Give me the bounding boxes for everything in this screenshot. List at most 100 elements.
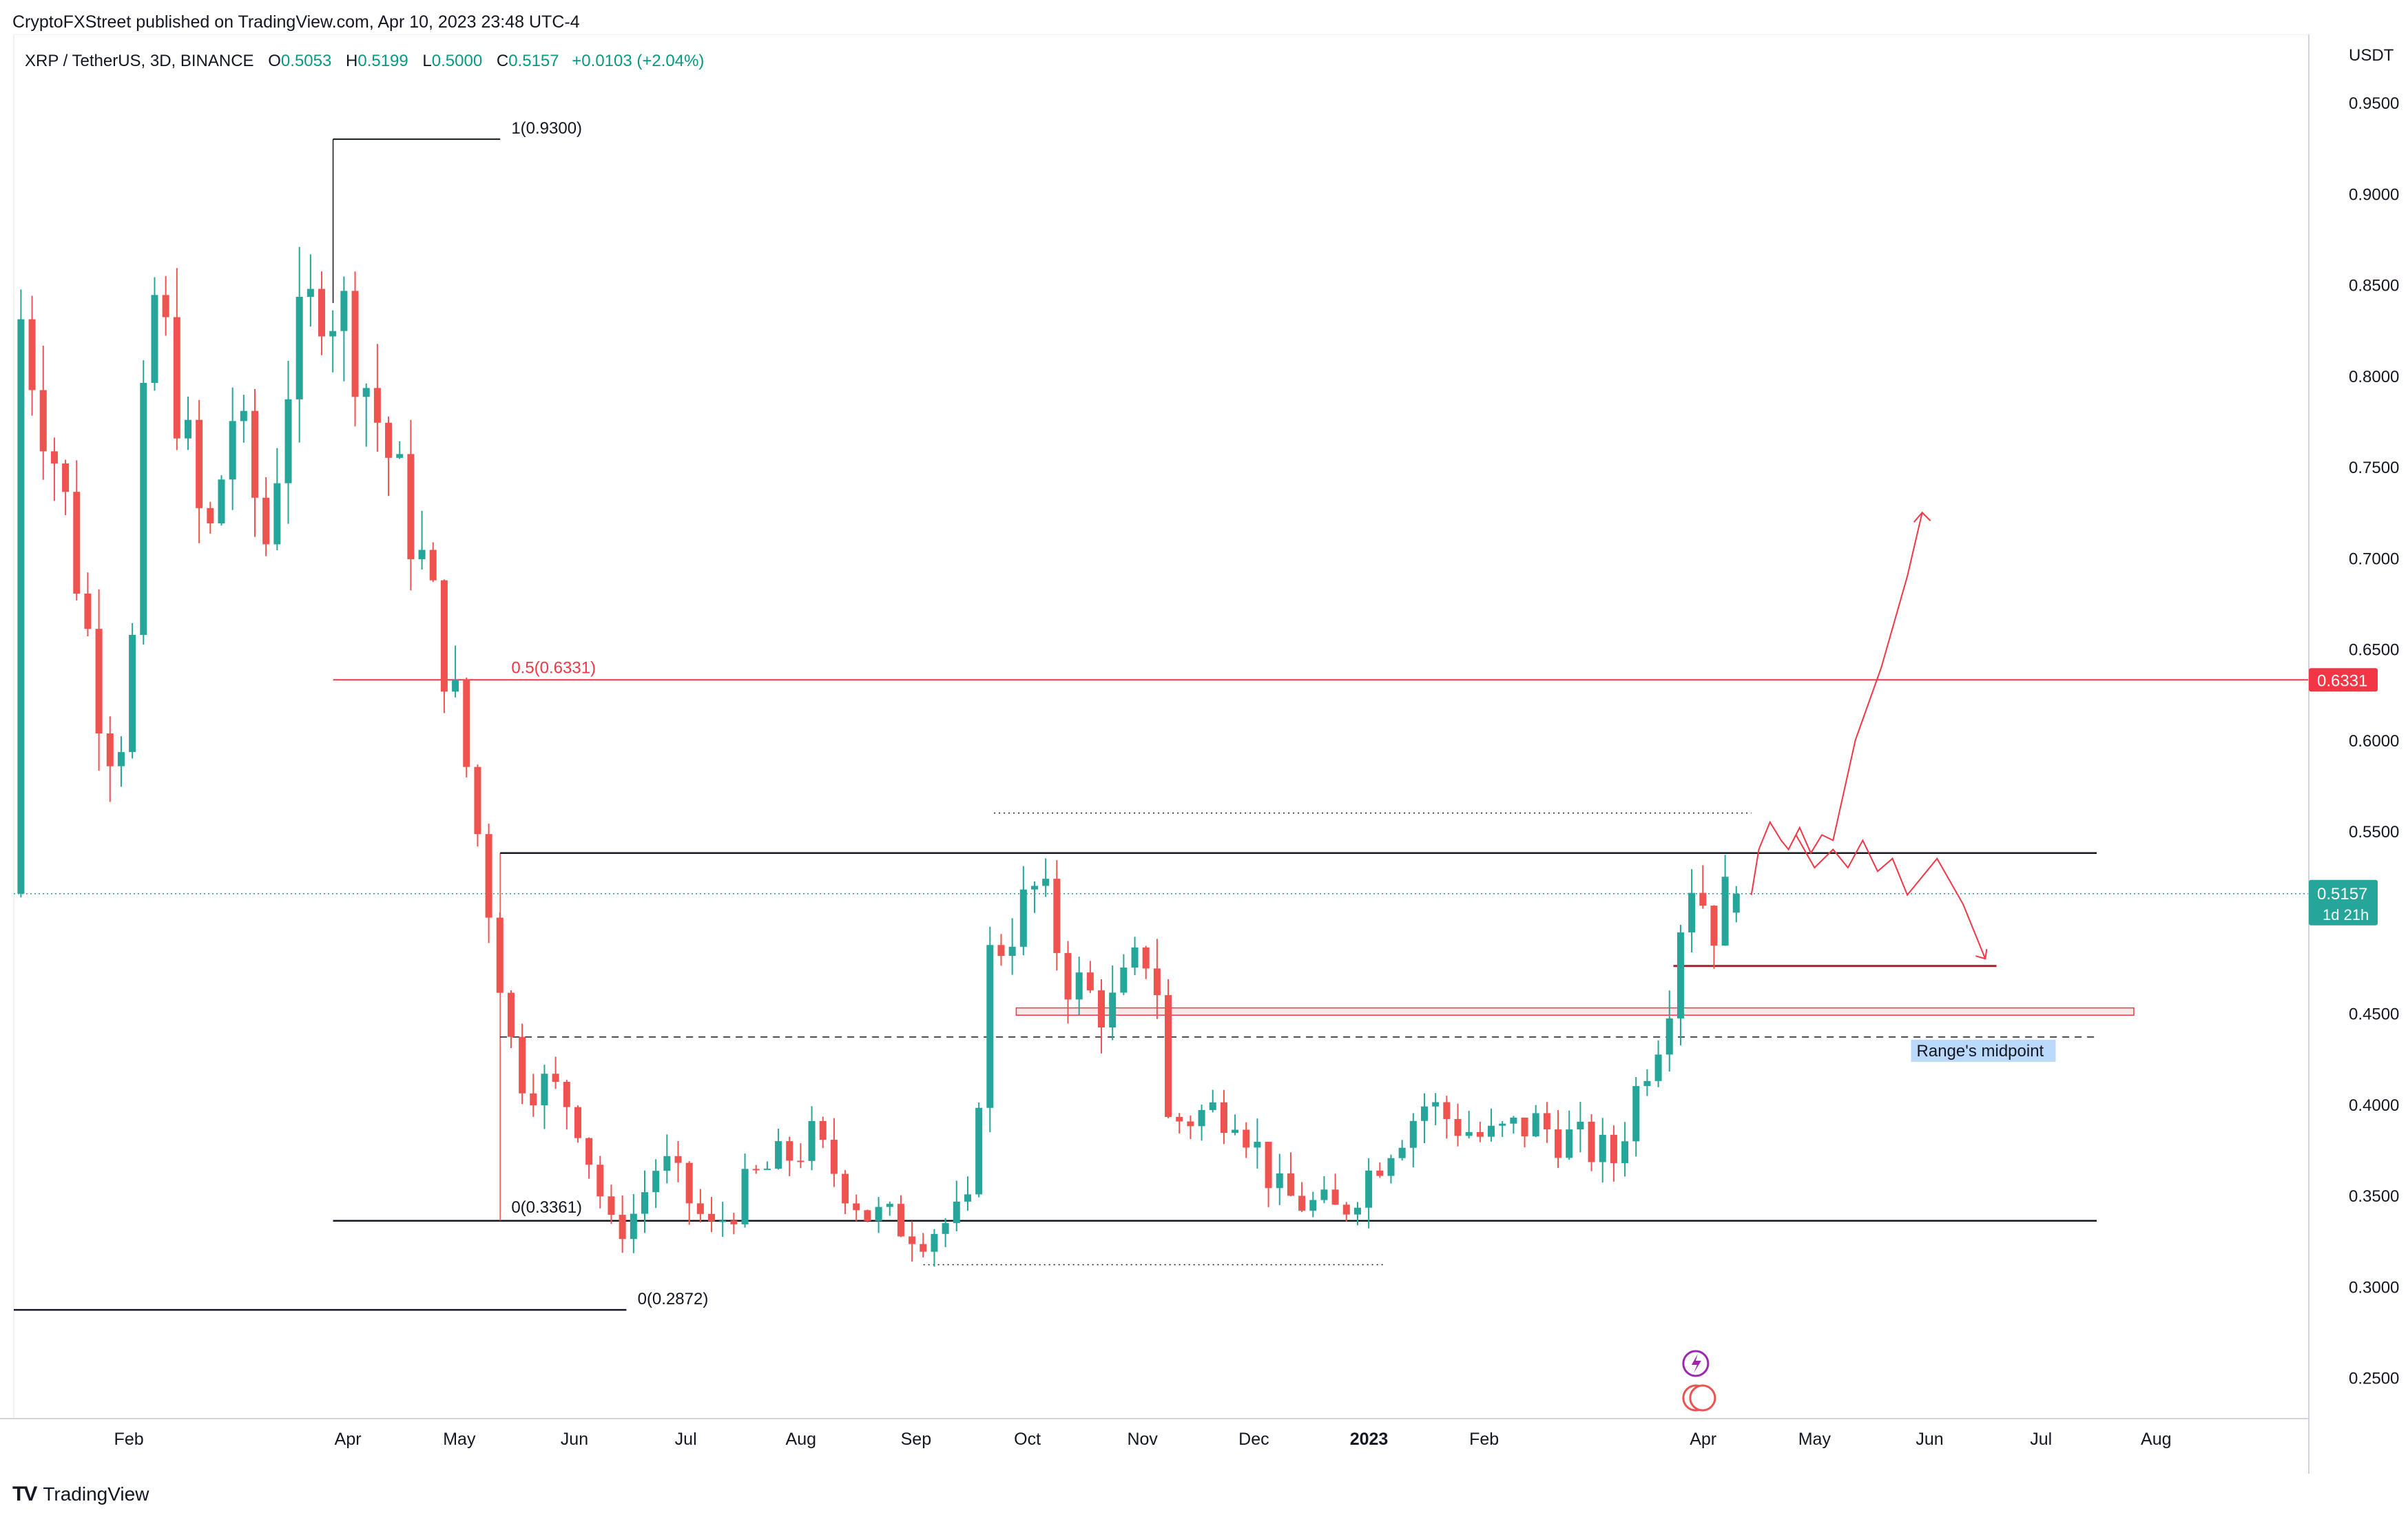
bullish-projection-arrow <box>1750 512 1923 895</box>
y-tick-label: 0.3500 <box>2349 1187 2399 1206</box>
candle-body <box>284 399 292 483</box>
fib-level-1-label: 1(0.9300) <box>511 119 582 138</box>
candle-body <box>452 679 459 692</box>
candle-body <box>1019 889 1027 947</box>
candle-body <box>752 1169 760 1171</box>
candle-body <box>1365 1170 1373 1208</box>
us-flag-event-icon-2 <box>1689 1384 1716 1412</box>
candle-body <box>953 1201 960 1224</box>
x-tick-label: Sep <box>901 1430 931 1449</box>
candle-body <box>1599 1134 1606 1162</box>
x-tick-label: Aug <box>2141 1430 2171 1449</box>
candle-body <box>507 992 515 1037</box>
candle-body <box>1331 1189 1339 1205</box>
candle-body <box>1710 906 1718 946</box>
bearish-arrowhead <box>1975 949 1988 960</box>
candle-body <box>1298 1195 1306 1211</box>
candle-body <box>1443 1102 1451 1120</box>
candle-body <box>1086 972 1094 991</box>
candle-body <box>1131 947 1139 968</box>
candle-body <box>997 945 1005 957</box>
fib-level-0-label: 0(0.3361) <box>511 1198 582 1217</box>
candle-body <box>207 508 214 524</box>
close-value: 0.5157 <box>508 52 559 70</box>
change-value: +0.0103 (+2.04%) <box>572 52 705 70</box>
open-value: 0.5053 <box>280 52 332 70</box>
range-midpoint-label-bg <box>1911 1039 2056 1062</box>
fib-price-tag-text: 0.6331 <box>2317 671 2367 690</box>
candle-body <box>474 766 481 835</box>
candle-body <box>1243 1129 1250 1148</box>
candle-body <box>173 317 180 439</box>
y-tick-label: 0.8000 <box>2349 368 2399 386</box>
candle-body <box>663 1156 671 1171</box>
candle-body <box>1699 892 1707 906</box>
price-axis[interactable]: USDT 0.9500 0.9000 0.8500 0.8000 0.7500 0.7000… <box>2308 34 2399 1474</box>
candle-body <box>1053 879 1061 953</box>
candle-body <box>351 291 359 397</box>
candle-body <box>184 419 191 439</box>
candle-body <box>1064 952 1072 1000</box>
x-tick-label: Jun <box>561 1430 588 1449</box>
x-tick-label: Jun <box>1916 1430 1943 1449</box>
candle-body <box>1342 1204 1350 1215</box>
y-tick-label: 0.7500 <box>2349 459 2399 477</box>
candle-body <box>1555 1129 1562 1158</box>
candle-body <box>1665 1018 1673 1055</box>
candle-body <box>530 1093 537 1106</box>
candle-body <box>1030 886 1039 890</box>
candle-body <box>730 1220 738 1224</box>
open-label: O <box>268 52 281 70</box>
candle-body <box>775 1141 782 1169</box>
candle-body <box>39 390 47 452</box>
last-price-tag <box>2309 879 2378 926</box>
candle-body <box>1654 1054 1662 1081</box>
high-value: 0.5199 <box>357 52 408 70</box>
candle-body <box>786 1141 793 1161</box>
last-price-tag-text: 0.5157 <box>2317 885 2367 903</box>
x-tick-label: Nov <box>1127 1430 1158 1449</box>
candle-body <box>696 1203 704 1214</box>
time-axis[interactable]: Feb Apr May Jun Jul Aug Sep Oct Nov Dec 2023 Feb Apr… <box>0 1418 2309 1449</box>
price-chart[interactable]: 1(0.9300) 0.5(0.6331) 0(0.3361) 0(0.2872) Ra… <box>0 34 2408 1474</box>
candle-body <box>1510 1117 1517 1124</box>
bullish-arrowhead <box>1913 511 1931 523</box>
candle-body <box>1588 1121 1595 1162</box>
x-tick-label: Dec <box>1238 1430 1269 1449</box>
support-zone <box>1015 1007 2135 1016</box>
symbol-name[interactable]: XRP / TetherUS, 3D, BINANCE <box>25 52 254 70</box>
tradingview-logo-icon: TV <box>12 1483 37 1505</box>
candle-body <box>329 331 337 337</box>
candle-body <box>106 733 114 766</box>
candle-body <box>808 1120 816 1161</box>
x-tick-label: Jul <box>675 1430 697 1449</box>
candle-body <box>719 1220 727 1222</box>
candle-body <box>407 454 415 560</box>
candle-body <box>262 497 270 545</box>
y-tick-label: 0.8500 <box>2349 277 2399 295</box>
candle-body <box>229 421 236 480</box>
x-tick-label: Feb <box>1469 1430 1499 1449</box>
candle-body <box>362 388 370 397</box>
chart-frame[interactable]: 1(0.9300) 0.5(0.6331) 0(0.3361) 0(0.2872) Ra… <box>0 34 2408 1474</box>
y-tick-label: 0.2500 <box>2349 1369 2399 1388</box>
candle-body <box>596 1164 604 1197</box>
candle-body <box>1109 992 1117 1028</box>
candle-body <box>1254 1142 1261 1148</box>
candle-body <box>385 422 393 458</box>
candle-body <box>1165 995 1172 1117</box>
x-tick-label: Jul <box>2030 1430 2052 1449</box>
candle-body <box>652 1171 660 1193</box>
x-tick-label: 2023 <box>1350 1430 1389 1449</box>
candle-body <box>931 1233 938 1252</box>
candle-body <box>541 1074 548 1106</box>
candle-body <box>1499 1123 1506 1126</box>
candle-body <box>140 383 147 635</box>
candle-body <box>1688 892 1696 932</box>
footer-brand: TradingView <box>43 1483 149 1505</box>
candle-body <box>307 289 314 297</box>
candle-body <box>196 419 203 508</box>
candle-body <box>129 634 136 753</box>
candle-body <box>585 1138 593 1165</box>
footer[interactable]: TV TradingView <box>12 1481 149 1508</box>
